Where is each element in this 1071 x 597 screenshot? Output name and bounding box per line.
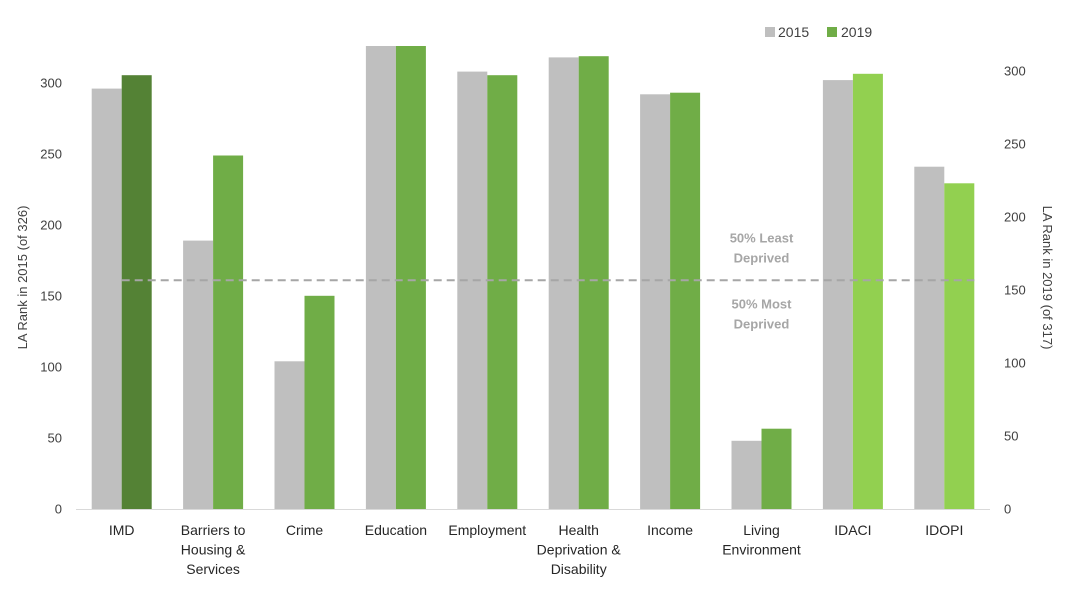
right-tick-label-3: 150 (1004, 282, 1026, 297)
right-axis-ticks: 0 50 100 150 200 250 300 (1004, 63, 1026, 516)
left-tick-label-4: 200 (40, 218, 62, 233)
category-label-9: IDOPI (925, 522, 963, 538)
left-axis-title: LA Rank in 2015 (of 326) (15, 206, 30, 350)
left-tick-label-3: 150 (40, 289, 62, 304)
bar-2019-1 (213, 155, 244, 509)
bar-2015-8 (822, 80, 853, 509)
bar-2019-0 (121, 75, 152, 509)
annotation-least-deprived: 50% Least Deprived (730, 230, 794, 265)
bar-2015-0 (91, 88, 122, 509)
bar-2019-3 (395, 46, 426, 509)
category-label-3: Education (365, 522, 427, 538)
bar-2019-9 (944, 183, 975, 510)
annotation-most-deprived: 50% Most Deprived (732, 296, 793, 331)
bar-2019-6 (670, 92, 701, 509)
legend-swatch-2015 (765, 27, 775, 37)
category-label-4: Employment (448, 522, 526, 538)
legend-label-2015: 2015 (778, 24, 809, 40)
bar-2019-8 (852, 73, 883, 510)
bar-2019-5 (578, 56, 609, 509)
category-label-6: Income (647, 522, 693, 538)
bar-2015-4 (457, 71, 488, 509)
left-tick-label-0: 0 (55, 502, 62, 517)
bar-2015-2 (274, 361, 305, 509)
right-axis-title: LA Rank in 2019 (of 317) (1040, 206, 1055, 350)
bar-2015-6 (640, 94, 671, 510)
left-tick-label-5: 250 (40, 146, 62, 161)
left-tick-label-2: 100 (40, 360, 62, 375)
legend-swatch-2019 (827, 27, 837, 37)
category-label-0: IMD (109, 522, 135, 538)
category-label-5: Health Deprivation & Disability (537, 522, 622, 577)
left-tick-label-1: 50 (48, 431, 62, 446)
category-labels: IMD Barriers to Housing & Services Crime Educ… (109, 522, 963, 577)
bar-2015-3 (365, 46, 396, 509)
category-label-2: Crime (286, 522, 324, 538)
category-label-7: Living Environment (722, 522, 801, 558)
category-label-8: IDACI (834, 522, 871, 538)
right-tick-label-1: 50 (1004, 429, 1018, 444)
right-tick-label-4: 200 (1004, 209, 1026, 224)
bar-2019-4 (487, 75, 518, 509)
left-tick-label-6: 300 (40, 75, 62, 90)
bar-2015-9 (914, 166, 945, 509)
right-tick-label-5: 250 (1004, 136, 1026, 151)
right-tick-label-6: 300 (1004, 63, 1026, 78)
legend-label-2019: 2019 (841, 24, 872, 40)
bar-2015-7 (731, 440, 762, 509)
series-2015-bars (91, 46, 945, 510)
category-label-1: Barriers to Housing & Services (181, 522, 246, 577)
right-tick-label-2: 100 (1004, 355, 1026, 370)
bar-2019-7 (761, 428, 792, 509)
bar-2019-2 (304, 295, 335, 509)
left-axis-ticks: 0 50 100 150 200 250 300 (40, 75, 62, 516)
right-tick-label-0: 0 (1004, 502, 1011, 517)
bar-2015-1 (183, 240, 214, 509)
bar-2015-5 (548, 57, 579, 510)
series-2019-bars (121, 46, 975, 510)
legend: 2015 2019 (765, 24, 872, 40)
